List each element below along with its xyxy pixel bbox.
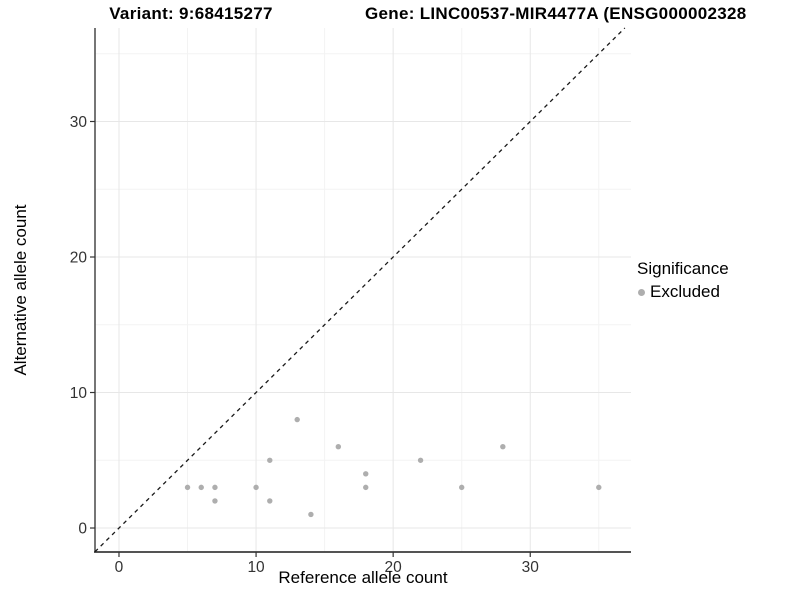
data-point: [417, 457, 424, 463]
plot-title-variant: Variant: 9:68415277: [109, 4, 273, 23]
data-point: [198, 484, 204, 491]
data-point: [212, 484, 218, 491]
data-point: [212, 498, 218, 504]
legend-title: Significance: [637, 259, 729, 278]
data-point: [459, 484, 465, 491]
data-point: [308, 511, 314, 518]
x-axis-title: Reference allele count: [278, 568, 448, 587]
data-point: [500, 444, 506, 450]
x-tick-label: 20: [385, 559, 403, 576]
x-tick-label: 30: [522, 559, 540, 576]
legend-entry-label: Excluded: [650, 282, 720, 301]
x-tick-label: 10: [247, 559, 265, 576]
y-axis-title: Alternative allele count: [11, 204, 30, 376]
data-point: [596, 484, 602, 491]
data-point: [184, 484, 191, 491]
data-point: [363, 471, 369, 477]
y-tick-label: 10: [70, 385, 88, 402]
data-point: [363, 484, 369, 491]
data-point: [267, 457, 273, 463]
y-tick-label: 30: [70, 114, 88, 131]
y-tick-label: 0: [78, 521, 87, 538]
data-point: [294, 416, 300, 423]
data-point: [267, 498, 273, 504]
y-tick-label: 20: [70, 250, 88, 267]
identity-line: [94, 27, 626, 553]
legend-point-icon: [638, 288, 645, 296]
legend-entry-excluded: Excluded: [637, 282, 729, 302]
x-tick-label: 0: [115, 559, 124, 576]
plot-title-gene: Gene: LINC00537-MIR4477A (ENSG000002328: [365, 4, 747, 23]
data-point: [253, 484, 259, 491]
data-point: [335, 444, 342, 450]
legend: Significance Excluded: [637, 259, 729, 302]
